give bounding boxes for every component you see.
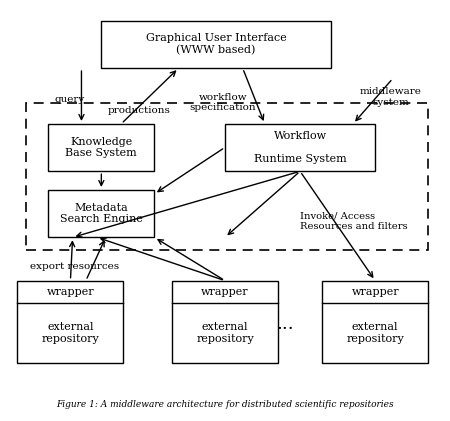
Text: productions: productions <box>108 106 171 115</box>
Text: Knowledge
Base System: Knowledge Base System <box>65 137 137 158</box>
Text: Metadata
Search Engine: Metadata Search Engine <box>60 203 143 224</box>
Text: export resources: export resources <box>30 262 119 271</box>
Text: external
repository: external repository <box>41 322 99 344</box>
Bar <box>101 21 331 68</box>
Text: Invoke/ Access
Resources and filters: Invoke/ Access Resources and filters <box>300 211 408 231</box>
Text: wrapper: wrapper <box>201 287 249 297</box>
Text: wrapper: wrapper <box>47 287 94 297</box>
Bar <box>48 190 154 237</box>
Bar <box>322 281 428 363</box>
Bar <box>172 281 278 363</box>
Text: query: query <box>55 96 85 104</box>
Text: middleware
system: middleware system <box>360 87 422 107</box>
Text: external
repository: external repository <box>196 322 254 344</box>
Text: wrapper: wrapper <box>351 287 399 297</box>
Bar <box>26 103 428 250</box>
Text: Workflow

Runtime System: Workflow Runtime System <box>254 131 346 164</box>
Text: ...: ... <box>276 315 293 333</box>
Text: Graphical User Interface
(WWW based): Graphical User Interface (WWW based) <box>146 33 287 56</box>
Bar <box>18 281 123 363</box>
Bar <box>48 124 154 171</box>
Text: Figure 1: A middleware architecture for distributed scientific repositories: Figure 1: A middleware architecture for … <box>56 400 394 408</box>
Text: workflow
specification: workflow specification <box>189 93 256 112</box>
Bar <box>225 124 375 171</box>
Text: external
repository: external repository <box>346 322 404 344</box>
